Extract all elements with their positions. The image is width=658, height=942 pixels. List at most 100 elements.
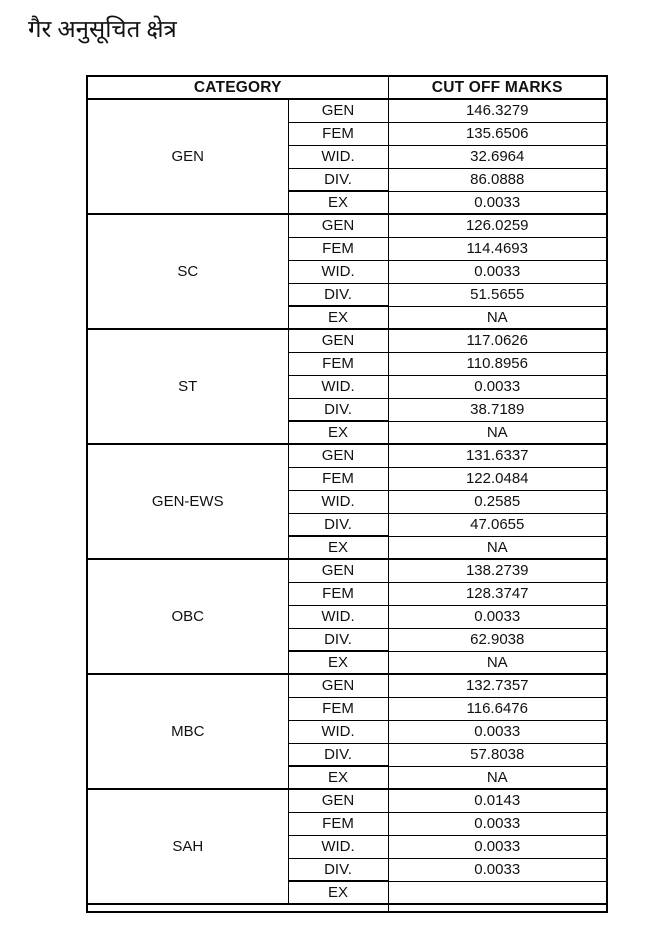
- category-cell: GEN: [86, 98, 289, 215]
- sub-category-cell: DIV.: [287, 742, 389, 767]
- sub-category-cell: FEM: [287, 121, 389, 146]
- table-row: FEM 114.4693: [87, 236, 608, 261]
- cutoff-value-cell: NA: [387, 765, 608, 790]
- sub-category-cell: WID.: [287, 834, 389, 859]
- table-row: EX NA: [87, 535, 608, 560]
- cutoff-value-cell: 0.0033: [387, 190, 608, 215]
- sub-category-cell: FEM: [287, 811, 389, 836]
- table-row: WID. 0.0033: [87, 374, 608, 399]
- sub-category-cell: EX: [287, 765, 389, 790]
- cutoff-value-cell: 132.7357: [387, 673, 608, 698]
- cutoff-value-cell: NA: [387, 420, 608, 445]
- cutoff-value-cell: 0.0143: [387, 788, 608, 813]
- sub-category-cell: WID.: [287, 374, 389, 399]
- cutoff-value-cell: 146.3279: [387, 98, 608, 123]
- cutoff-value-cell: 57.8038: [387, 742, 608, 767]
- table-row: EX: [87, 880, 608, 905]
- category-cell: MBC: [86, 673, 289, 790]
- cutoff-value-cell: 0.0033: [387, 834, 608, 859]
- table-row: FEM 122.0484: [87, 466, 608, 491]
- cutoff-value-cell: 138.2739: [387, 558, 608, 583]
- sub-category-cell: DIV.: [287, 282, 389, 307]
- sub-category-cell: EX: [287, 190, 389, 215]
- sub-category-cell: WID.: [287, 144, 389, 169]
- sub-category-cell: FEM: [287, 581, 389, 606]
- cutoff-value-cell: 0.0033: [387, 719, 608, 744]
- cutoff-value-cell: NA: [387, 535, 608, 560]
- cutoff-value-cell: 0.0033: [387, 604, 608, 629]
- cutoff-value-cell: NA: [387, 305, 608, 330]
- cutoff-value-cell: [387, 903, 608, 912]
- header-row: CATEGORY CUT OFF MARKS: [86, 75, 608, 100]
- category-cell: GEN-EWS: [86, 443, 289, 560]
- cutoff-value-cell: 126.0259: [387, 213, 608, 238]
- sub-category-cell: GEN: [287, 788, 389, 813]
- sub-category-cell: GEN: [287, 673, 389, 698]
- category-cell: SC: [86, 213, 289, 330]
- sub-category-cell: GEN: [287, 328, 389, 353]
- table-row: DIV. 57.8038: [87, 742, 608, 767]
- table-row: OBC GEN 138.2739: [86, 558, 608, 675]
- sub-category-cell: EX: [287, 420, 389, 445]
- table-row-partial: [86, 903, 608, 912]
- table-row: EX NA: [87, 765, 608, 790]
- table-row: MBC GEN 132.7357: [86, 673, 608, 790]
- table-row: WID. 0.0033: [87, 834, 608, 859]
- cutoff-value-cell: 0.0033: [387, 811, 608, 836]
- table-row: DIV. 47.0655: [87, 512, 608, 537]
- table-row: WID. 0.0033: [87, 259, 608, 284]
- sub-category-cell: DIV.: [287, 512, 389, 537]
- cutoff-value-cell: 62.9038: [387, 627, 608, 652]
- category-cell: ST: [86, 328, 289, 445]
- cutoff-value-cell: 128.3747: [387, 581, 608, 606]
- table-row: GEN-EWS GEN 131.6337: [86, 443, 608, 560]
- category-cell: [86, 903, 389, 912]
- cutoff-value-cell: 0.0033: [387, 857, 608, 882]
- cutoff-value-cell: 117.0626: [387, 328, 608, 353]
- sub-category-cell: DIV.: [287, 397, 389, 422]
- table-body: GEN GEN 146.3279 FEM 135.6506 WID. 32.6964 DIV.…: [86, 98, 608, 912]
- table-row: WID. 0.2585: [87, 489, 608, 514]
- cutoff-column-header: CUT OFF MARKS: [387, 75, 608, 100]
- table-row: EX 0.0033: [87, 190, 608, 215]
- sub-category-cell: GEN: [287, 443, 389, 468]
- page-title: गैर अनुसूचित क्षेत्र: [28, 17, 177, 43]
- cutoff-value-cell: 0.0033: [387, 374, 608, 399]
- table-row: FEM 135.6506: [87, 121, 608, 146]
- sub-category-cell: WID.: [287, 489, 389, 514]
- cutoff-value-cell: 114.4693: [387, 236, 608, 261]
- cutoff-value-cell: 122.0484: [387, 466, 608, 491]
- sub-category-cell: DIV.: [287, 857, 389, 882]
- table-row: EX NA: [87, 305, 608, 330]
- category-cell: OBC: [86, 558, 289, 675]
- table-row: EX NA: [87, 420, 608, 445]
- table-row: GEN GEN 146.3279: [86, 98, 608, 215]
- cutoff-value-cell: 0.0033: [387, 259, 608, 284]
- table-row: WID. 0.0033: [87, 719, 608, 744]
- sub-category-cell: FEM: [287, 351, 389, 376]
- sub-category-cell: WID.: [287, 719, 389, 744]
- category-column-header: CATEGORY: [86, 75, 389, 100]
- sub-category-cell: FEM: [287, 236, 389, 261]
- cutoff-table: CATEGORY CUT OFF MARKS GEN GEN 146.3279 FEM…: [86, 75, 608, 913]
- table-row: DIV. 86.0888: [87, 167, 608, 192]
- cutoff-value-cell: 135.6506: [387, 121, 608, 146]
- cutoff-value-cell: 38.7189: [387, 397, 608, 422]
- cutoff-value-cell: 131.6337: [387, 443, 608, 468]
- cutoff-value-cell: 0.2585: [387, 489, 608, 514]
- sub-category-cell: GEN: [287, 558, 389, 583]
- table-row: ST GEN 117.0626: [86, 328, 608, 445]
- sub-category-cell: FEM: [287, 696, 389, 721]
- cutoff-value-cell: 51.5655: [387, 282, 608, 307]
- sub-category-cell: EX: [287, 880, 389, 905]
- category-cell: SAH: [86, 788, 289, 905]
- sub-category-cell: WID.: [287, 259, 389, 284]
- cutoff-value-cell: NA: [387, 650, 608, 675]
- sub-category-cell: DIV.: [287, 627, 389, 652]
- table-row: SC GEN 126.0259: [86, 213, 608, 330]
- sub-category-cell: EX: [287, 305, 389, 330]
- sub-category-cell: DIV.: [287, 167, 389, 192]
- cutoff-value-cell: 116.6476: [387, 696, 608, 721]
- table-row: EX NA: [87, 650, 608, 675]
